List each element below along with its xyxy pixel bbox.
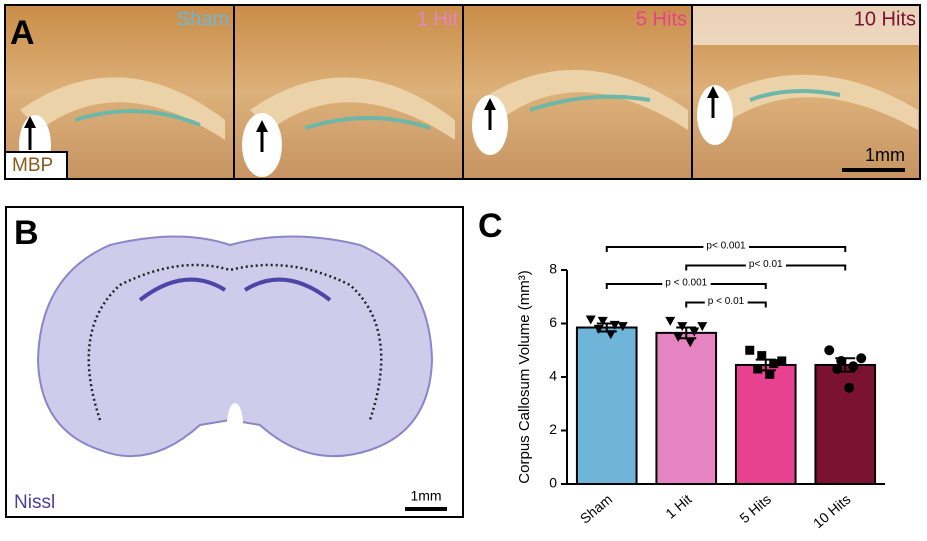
data-point [765,369,775,379]
significance-label: p< 0.01 [749,259,783,270]
data-point [753,364,763,374]
data-point [832,363,843,374]
x-tick-label: Sham [577,491,615,527]
data-point [697,322,708,332]
data-point [745,345,755,355]
panel-label: C [478,207,503,245]
data-point [769,359,779,369]
data-point [844,382,855,393]
data-point [617,322,628,332]
stain-label: MBP [12,155,53,176]
scale-label: 1mm [865,145,905,165]
bar [814,363,877,485]
data-point [685,338,696,348]
data-point [605,330,616,340]
y-tick-label: 4 [549,368,557,384]
panel-a: A MBP 1mm Sham 1 Hit 5 Hits 10 Hits [4,4,921,180]
label-background [745,259,787,271]
data-point [824,345,835,356]
group-label: 1 Hit [417,8,459,30]
data-point [585,315,596,325]
data-point [856,353,867,364]
group-label: 5 Hits [636,8,687,30]
data-point [848,361,859,372]
mbp-tile [464,5,691,179]
data-point [665,316,676,326]
data-point [689,327,700,337]
y-tick-label: 0 [549,475,557,491]
bar [575,326,638,486]
bar [734,363,797,485]
bar [655,331,718,485]
panel-b: B Nissl 1mm [5,206,464,518]
data-point [597,316,608,326]
scale-label: 1mm [410,488,441,504]
significance-label: p < 0.001 [665,278,707,289]
label-background [703,240,750,252]
mbp-tile [5,5,233,179]
data-point [677,322,688,332]
mbp-tile [235,5,462,179]
data-point [673,332,684,342]
significance-label: p < 0.01 [708,296,745,307]
mbp-tile [693,5,920,179]
group-label: 10 Hits [854,8,916,30]
data-point [609,320,620,330]
label-background [704,296,748,308]
significance-label: p< 0.001 [706,241,746,252]
panel-label: B [14,214,39,252]
nissl-section [36,235,434,458]
data-point [777,356,787,366]
x-tick-label: 5 Hits [736,491,774,526]
y-tick-label: 2 [549,421,557,437]
label-background [662,277,711,289]
data-point [757,351,767,361]
x-tick-label: 1 Hit [662,491,694,522]
y-tick-label: 6 [549,314,557,330]
group-label: Sham [177,8,229,30]
x-tick-label: 10 Hits [810,491,854,531]
panel-c: C Corpus Callosum Volume (mm³) 0 2 4 6 8 Sham… [478,207,885,531]
data-point [593,324,604,334]
y-tick-label: 8 [549,261,557,277]
y-axis-title: Corpus Callosum Volume (mm³) [516,270,533,483]
data-point [836,355,847,366]
stain-label: Nissl [14,492,55,513]
panel-label: A [10,14,35,52]
